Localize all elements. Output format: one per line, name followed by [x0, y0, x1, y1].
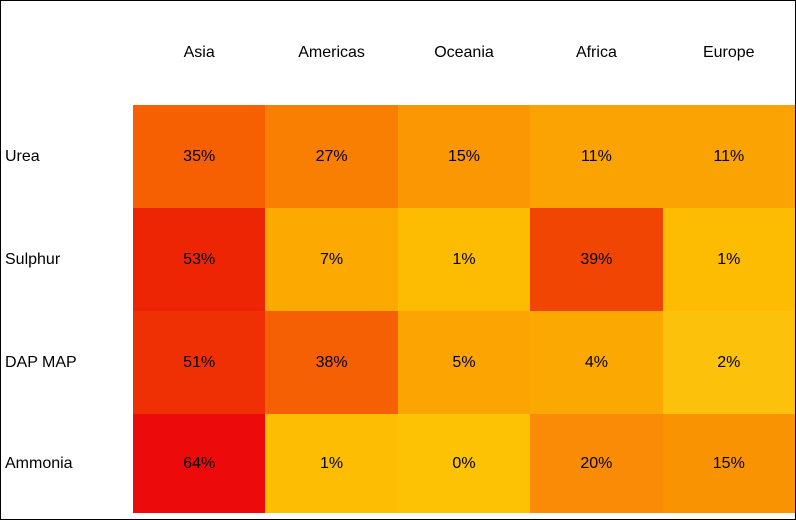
heatmap-cell: 1%: [397, 208, 531, 311]
heatmap-cell: 15%: [397, 105, 531, 208]
heatmap-cell: 15%: [662, 414, 795, 513]
heatmap-cell: 0%: [397, 414, 531, 513]
row-label-urea: Urea: [1, 105, 133, 208]
heatmap-cell: 11%: [530, 105, 663, 208]
heatmap-cell: 11%: [662, 105, 795, 208]
heatmap-cell: 39%: [530, 208, 663, 311]
row-label-sulphur: Sulphur: [1, 208, 133, 311]
heatmap-cell: 38%: [265, 311, 398, 414]
heatmap-cell: 1%: [265, 414, 398, 513]
heatmap-cell: 20%: [530, 414, 663, 513]
column-header-asia: Asia: [133, 1, 266, 105]
heatmap-cell: 1%: [662, 208, 795, 311]
heatmap-cell: 64%: [133, 414, 266, 513]
heatmap-cell: 7%: [265, 208, 398, 311]
heatmap-cell: 2%: [662, 311, 795, 414]
row-label-ammonia: Ammonia: [1, 414, 133, 513]
heatmap-cell: 51%: [133, 311, 266, 414]
heatmap-cell: 53%: [133, 208, 266, 311]
heatmap-cell: 5%: [397, 311, 531, 414]
column-header-africa: Africa: [530, 1, 663, 105]
heatmap-cell: 27%: [265, 105, 398, 208]
heatmap-cell: 4%: [530, 311, 663, 414]
column-header-europe: Europe: [662, 1, 795, 105]
column-header-oceania: Oceania: [397, 1, 531, 105]
row-label-dap-map: DAP MAP: [1, 311, 133, 414]
corner-blank: [1, 1, 133, 105]
column-header-americas: Americas: [265, 1, 398, 105]
heatmap-cell: 35%: [133, 105, 266, 208]
